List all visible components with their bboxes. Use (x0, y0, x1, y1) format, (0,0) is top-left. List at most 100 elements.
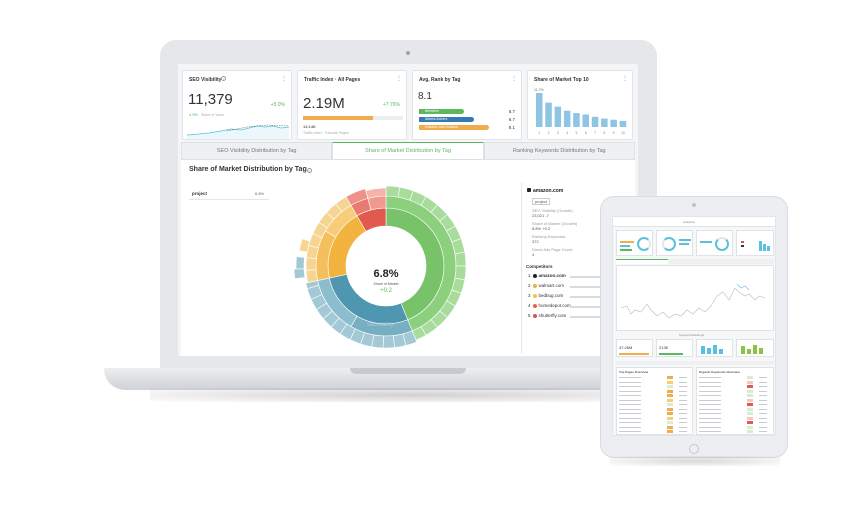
donut-icon (637, 237, 651, 251)
top10-bar[interactable] (545, 102, 552, 127)
details-tag[interactable]: project (532, 198, 551, 205)
top10-bar[interactable] (536, 93, 543, 127)
tablet-widget[interactable] (696, 230, 733, 256)
table-row[interactable] (619, 407, 691, 411)
table-row[interactable] (619, 380, 691, 384)
table-row[interactable] (619, 403, 691, 406)
table-row[interactable] (699, 407, 771, 411)
sunburst-outer-segment[interactable] (293, 268, 306, 280)
seo-visibility-widget[interactable]: SEO Visibility i ⋮ 11,379 +5.0% 4.5% Sha… (182, 70, 292, 140)
sunburst-middle-segment[interactable] (367, 195, 387, 211)
competitor-color-icon (532, 303, 537, 308)
tablet-organic-keywords-table[interactable]: Organic Keywords Overview (696, 367, 774, 435)
sunburst-outer-segment[interactable] (305, 269, 318, 283)
table-row[interactable] (619, 398, 691, 402)
share-top10-widget[interactable]: Share of Market Top 10 ⋮ 11.7% 1 2 3 4 5 6 7 8 9… (527, 70, 633, 140)
top10-x-label: 3 (557, 131, 559, 135)
info-icon[interactable]: i (307, 168, 312, 173)
table-row[interactable] (699, 389, 771, 393)
sunburst-outer-segment[interactable] (305, 257, 317, 271)
tablet-card[interactable]: 47.26M (616, 339, 653, 357)
more-menu-icon[interactable]: ⋮ (511, 76, 517, 82)
mini-bars (759, 237, 771, 251)
tablet-keyword-rankings: Keyword Rankings (679, 333, 705, 337)
table-row[interactable] (619, 394, 691, 397)
top10-bar[interactable] (573, 113, 580, 127)
tablet-widget[interactable] (656, 230, 693, 256)
traffic-bar (303, 116, 403, 120)
tablet-home-button[interactable] (689, 444, 699, 454)
table-row[interactable] (619, 425, 691, 429)
avg-rank-widget[interactable]: Avg. Rank by Tag ⋮ 8.1 Blenders 5.7 Mixers… (412, 70, 522, 140)
sunburst-outer-segment[interactable] (454, 265, 467, 281)
table-row[interactable] (699, 425, 771, 429)
table-row[interactable] (699, 412, 771, 415)
traffic-index-change: +7.76% (382, 102, 400, 108)
table-row[interactable] (619, 389, 691, 393)
more-menu-icon[interactable]: ⋮ (396, 76, 402, 82)
table-row[interactable] (619, 421, 691, 424)
sunburst-outer-segment[interactable] (385, 185, 401, 198)
tablet-line-chart[interactable] (616, 265, 774, 331)
sunburst-outer-segment[interactable] (298, 238, 311, 253)
tablet-divider (616, 361, 774, 365)
tab-seo-visibility[interactable]: SEO Visibility Distribution by Tag (181, 142, 333, 159)
table-row[interactable] (619, 412, 691, 415)
table-row[interactable] (619, 385, 691, 388)
tab-share-of-market[interactable]: Share of Market Distribution by Tag (332, 142, 484, 159)
tablet-card[interactable]: 213K (656, 339, 693, 357)
traffic-index-widget[interactable]: Traffic Index · All Pages ⋮ 2.19M +7.76%… (297, 70, 407, 140)
sunburst-outer-segment[interactable] (454, 251, 467, 267)
competitor-color-icon (532, 313, 537, 318)
more-menu-icon[interactable]: ⋮ (622, 76, 628, 82)
competitor-row[interactable]: 5 shutterfly.com (528, 313, 566, 318)
tablet-card[interactable] (736, 339, 774, 357)
top10-bar[interactable] (591, 116, 599, 127)
competitors-label: Competitors (526, 264, 553, 269)
top10-bar[interactable] (582, 114, 590, 127)
competitor-row[interactable]: 3 bedbug.com (528, 293, 563, 298)
table-row[interactable] (699, 403, 771, 406)
competitor-row[interactable]: 1 amazon.com (528, 273, 566, 278)
filter-row[interactable]: project 6.8% (189, 188, 269, 200)
table-row[interactable] (699, 385, 771, 388)
tablet-value-b: 213K (659, 345, 669, 350)
table-row[interactable] (619, 416, 691, 420)
table-row[interactable] (699, 416, 771, 420)
tablet-widget[interactable] (736, 230, 774, 256)
top10-bar-chart: 1 2 3 4 5 6 7 8 9 10 (536, 93, 627, 135)
sunburst-chart[interactable] (291, 170, 481, 356)
info-icon[interactable]: i (221, 76, 226, 81)
tab-ranking-keywords[interactable]: Ranking Keywords Distribution by Tag (483, 142, 635, 159)
table-row[interactable] (619, 376, 691, 379)
top10-bar[interactable] (563, 110, 571, 127)
competitor-name: shutterfly.com (538, 313, 567, 318)
competitor-rank: 4 (528, 303, 531, 308)
top10-bar[interactable] (554, 106, 562, 127)
competitor-row[interactable]: 2 walmart.com (528, 283, 564, 288)
competitor-color-icon (532, 273, 537, 278)
sunburst-outer-segment[interactable] (365, 187, 387, 199)
sunburst-outer-segment[interactable] (382, 335, 395, 349)
tablet-top-pages-table[interactable]: Top Pages Overview (616, 367, 693, 435)
top10-max-label: 11.7% (534, 88, 544, 92)
table-row[interactable] (699, 380, 771, 384)
tablet-card[interactable] (696, 339, 733, 357)
table-row[interactable] (699, 376, 771, 379)
sunburst-outer-segment[interactable] (295, 256, 305, 270)
top10-bar[interactable] (619, 120, 627, 127)
more-menu-icon[interactable]: ⋮ (281, 76, 287, 82)
table-row[interactable] (699, 430, 771, 433)
tablet-tabs[interactable] (616, 259, 774, 264)
rank-bar: Blenders (419, 109, 464, 114)
details-pane: amazon.com project SEO Visibility (Growt… (521, 182, 633, 354)
tablet-widget[interactable] (616, 230, 653, 256)
competitor-row[interactable]: 4 homedepot.com (528, 303, 571, 308)
table-row[interactable] (699, 398, 771, 402)
table-row[interactable] (619, 430, 691, 433)
top10-bar[interactable] (610, 119, 617, 127)
table-row[interactable] (699, 394, 771, 397)
top10-bar[interactable] (601, 118, 608, 127)
table-row[interactable] (699, 421, 771, 424)
